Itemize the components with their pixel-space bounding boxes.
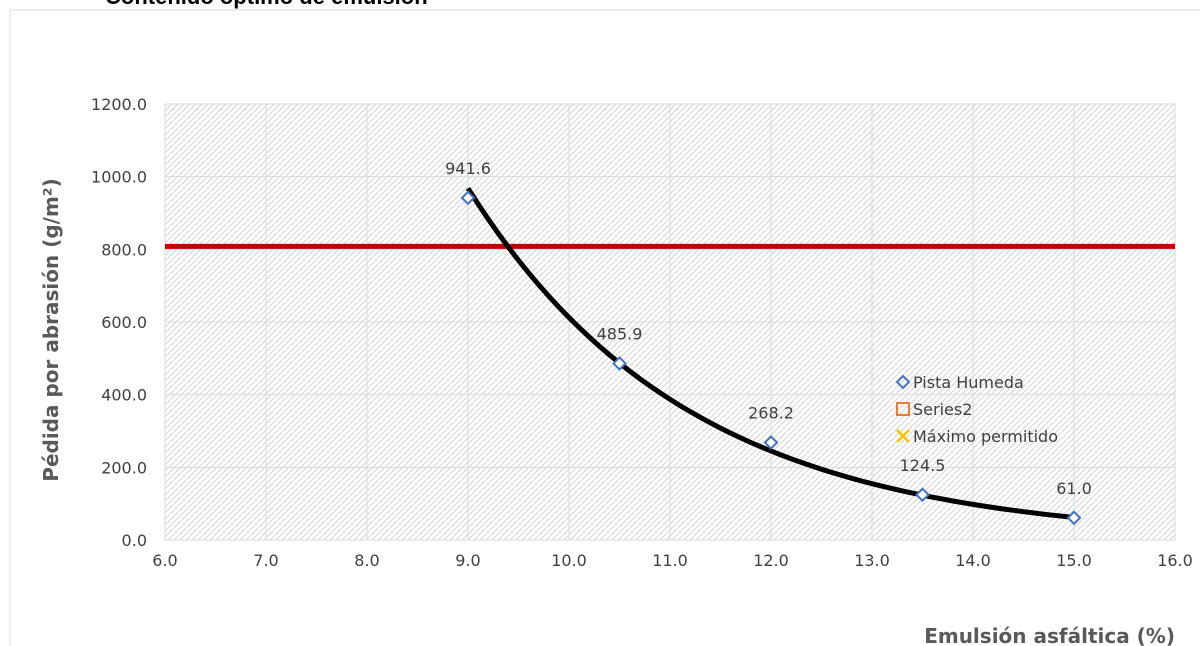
- x-tick-label: 14.0: [955, 551, 991, 570]
- data-label: 268.2: [748, 404, 794, 423]
- legend-label-series2: Series2: [913, 400, 972, 419]
- y-axis-ticks: 0.0 200.0 400.0 600.0 800.0 1000.0 1200.0: [91, 95, 147, 550]
- x-tick-label: 12.0: [753, 551, 789, 570]
- y-tick-label: 200.0: [101, 458, 147, 477]
- x-tick-label: 16.0: [1157, 551, 1193, 570]
- x-tick-label: 9.0: [455, 551, 480, 570]
- y-tick-label: 1200.0: [91, 95, 147, 114]
- legend-marker-x: [896, 429, 910, 443]
- y-axis-title: Pédida por abrasión (g/m²): [39, 178, 63, 481]
- gridlines: [164, 103, 1176, 541]
- data-label: 124.5: [900, 456, 946, 475]
- data-label: 61.0: [1056, 479, 1092, 498]
- data-labels: 941.6 485.9 268.2 124.5 61.0: [445, 159, 1092, 498]
- x-tick-label: 13.0: [854, 551, 890, 570]
- legend-marker-diamond: [895, 374, 911, 390]
- data-point: [460, 190, 476, 206]
- legend-item-series2: Series2: [896, 400, 972, 419]
- legend-label-maximo-permitido: Máximo permitido: [913, 427, 1058, 446]
- x-tick-label: 10.0: [551, 551, 587, 570]
- y-tick-label: 600.0: [101, 313, 147, 332]
- legend: Pista Humeda Series2 Máximo permitido: [895, 373, 1058, 446]
- x-axis-title: Emulsión asfáltica (%): [924, 624, 1175, 646]
- data-point: [763, 435, 779, 450]
- legend-item-pista-humeda: Pista Humeda: [895, 373, 1024, 392]
- x-tick-label: 11.0: [652, 551, 688, 570]
- legend-marker-square: [896, 402, 910, 416]
- data-label: 941.6: [445, 159, 491, 178]
- legend-item-maximo-permitido: Máximo permitido: [896, 427, 1058, 446]
- series-pista-humeda: [460, 190, 1082, 526]
- chart-title: Contenido óptimo de emulsión: [105, 0, 428, 9]
- y-tick-label: 0.0: [122, 531, 147, 550]
- data-point: [612, 356, 627, 371]
- data-point: [1066, 510, 1082, 526]
- data-label: 485.9: [597, 324, 643, 343]
- chart-area-border: [9, 9, 1200, 646]
- x-axis-ticks: 6.0 7.0 8.0 9.0 10.0 11.0 12.0 13.0 14.0 15.0 16.0: [152, 551, 1193, 570]
- x-tick-label: 15.0: [1056, 551, 1092, 570]
- y-tick-label: 800.0: [101, 240, 147, 259]
- y-tick-label: 400.0: [101, 386, 147, 405]
- x-tick-label: 6.0: [152, 551, 177, 570]
- trendline: [465, 186, 1075, 520]
- x-tick-label: 8.0: [354, 551, 379, 570]
- x-tick-label: 7.0: [253, 551, 278, 570]
- y-tick-label: 1000.0: [91, 168, 147, 187]
- legend-label-pista-humeda: Pista Humeda: [913, 373, 1024, 392]
- data-point: [915, 487, 930, 503]
